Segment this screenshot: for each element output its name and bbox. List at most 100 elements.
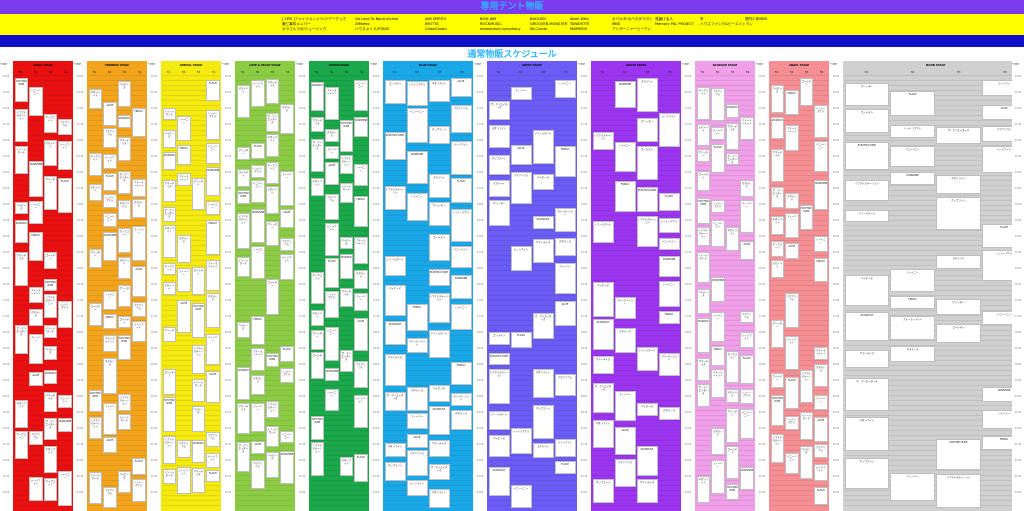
schedule-slot[interactable]: FRIDAY xyxy=(785,89,799,116)
schedule-slot[interactable]: レッドシグナル xyxy=(510,428,532,455)
schedule-slot[interactable]: ゴールデン xyxy=(799,78,813,107)
schedule-slot[interactable]: ムーンライト xyxy=(785,335,799,371)
schedule-slot[interactable]: ザ・クリエイターズ xyxy=(844,378,890,412)
schedule-slot[interactable]: シャイニー xyxy=(554,79,576,99)
schedule-slot[interactable]: ネオンライト xyxy=(532,368,554,398)
schedule-slot[interactable]: ミラクルステーション xyxy=(844,180,890,201)
schedule-slot[interactable]: ブルーモーメント xyxy=(206,260,220,292)
schedule-slot[interactable]: ALIVE xyxy=(740,241,754,261)
schedule-slot[interactable]: アクアリウム xyxy=(711,87,725,121)
schedule-slot[interactable]: ゴールデン xyxy=(428,234,450,261)
schedule-slot[interactable]: カタルシス xyxy=(206,293,220,328)
schedule-slot[interactable]: ドリームガール xyxy=(236,256,250,278)
schedule-slot[interactable]: ムーンライト xyxy=(406,479,428,497)
schedule-slot[interactable]: ゴールデン xyxy=(191,266,205,295)
schedule-slot[interactable]: ドリームガール xyxy=(88,471,102,505)
schedule-slot[interactable]: シャイニー xyxy=(206,200,220,215)
schedule-slot[interactable]: アクアリウム xyxy=(406,450,428,477)
schedule-slot[interactable]: ALIVE xyxy=(206,371,220,404)
schedule-slot[interactable]: FLASH xyxy=(206,469,220,483)
schedule-slot[interactable]: FRIDAY xyxy=(177,144,191,165)
schedule-slot[interactable]: ドリームガール xyxy=(117,414,131,431)
schedule-slot[interactable]: ベイビーズ xyxy=(384,284,406,316)
schedule-slot[interactable]: ムーンライト xyxy=(711,126,725,141)
schedule-slot[interactable]: FLASH xyxy=(206,79,220,101)
schedule-slot[interactable]: ELECTRIC RIDE xyxy=(117,335,131,361)
schedule-slot[interactable]: ハニーハニー xyxy=(890,146,935,168)
schedule-slot[interactable]: ドリームガール xyxy=(162,107,176,121)
schedule-slot[interactable]: グリッター xyxy=(770,320,784,349)
schedule-slot[interactable]: サマーデイズ xyxy=(43,391,57,413)
schedule-slot[interactable]: サマーデイズ xyxy=(696,358,710,382)
schedule-slot[interactable]: ベイビーズ xyxy=(592,281,614,317)
schedule-slot[interactable]: ブルーモーメント xyxy=(740,116,754,140)
schedule-slot[interactable]: グリッター xyxy=(310,329,324,350)
schedule-slot[interactable]: ベイビーズ xyxy=(532,174,554,191)
schedule-slot[interactable]: FLASH xyxy=(58,177,72,214)
schedule-slot[interactable]: STARDUST xyxy=(725,104,739,119)
schedule-slot[interactable]: シャイニー xyxy=(251,246,265,280)
schedule-slot[interactable]: カタルシス xyxy=(890,345,935,362)
schedule-slot[interactable]: ネオンライト xyxy=(265,134,279,157)
schedule-slot[interactable]: サマーデイズ xyxy=(725,123,739,151)
schedule-slot[interactable]: グリッター xyxy=(428,201,450,227)
schedule-slot[interactable]: ポップコーン xyxy=(532,405,554,440)
schedule-slot[interactable]: フィーバー xyxy=(29,334,43,364)
schedule-slot[interactable]: ネオンライト xyxy=(696,476,710,504)
schedule-slot[interactable]: ベイビーズ xyxy=(770,84,784,113)
schedule-slot[interactable]: サマーデイズ xyxy=(428,439,450,457)
schedule-slot[interactable]: ELECTRIC RIDE xyxy=(696,197,710,225)
schedule-slot[interactable]: アクアリウム xyxy=(103,127,117,149)
schedule-slot[interactable]: ブルーモーメント xyxy=(406,337,428,353)
schedule-slot[interactable]: スカイハイ xyxy=(696,124,710,146)
schedule-slot[interactable]: スカイハイ xyxy=(725,388,739,403)
schedule-slot[interactable]: ドリームガール xyxy=(636,346,658,372)
schedule-slot[interactable]: サマーデイズ xyxy=(191,467,205,493)
schedule-slot[interactable]: ミラクルステーション xyxy=(428,292,450,323)
schedule-slot[interactable]: ベイビーズ xyxy=(428,385,450,403)
schedule-slot[interactable]: FRIDAY xyxy=(103,313,117,330)
schedule-slot[interactable]: ミラクルステーション xyxy=(310,442,324,477)
schedule-slot[interactable]: ブルーモーメント xyxy=(450,392,472,406)
schedule-slot[interactable]: アクアリウム xyxy=(206,432,220,447)
schedule-slot[interactable]: ELECTRIC RIDE xyxy=(799,205,813,231)
schedule-slot[interactable]: ネオンライト xyxy=(844,417,890,451)
schedule-slot[interactable]: ゴールデン xyxy=(936,323,981,343)
schedule-slot[interactable]: ドリームガール xyxy=(592,220,614,243)
schedule-slot[interactable]: ミラクルステーション xyxy=(384,185,406,210)
schedule-slot[interactable]: アクアリウム xyxy=(280,238,294,252)
schedule-slot[interactable]: ブルーモーメント xyxy=(251,348,265,372)
schedule-slot[interactable]: ドリームガール xyxy=(844,209,890,222)
schedule-slot[interactable]: ムーンライト xyxy=(177,466,191,495)
schedule-slot[interactable]: ムーンライト xyxy=(29,477,43,501)
schedule-slot[interactable]: スカイハイ xyxy=(117,257,131,279)
schedule-slot[interactable]: ムーンライト xyxy=(132,321,146,343)
schedule-slot[interactable]: サマーデイズ xyxy=(339,288,353,307)
schedule-slot[interactable]: STARDUST xyxy=(696,318,710,354)
schedule-slot[interactable]: ミラクルステーション xyxy=(339,155,353,174)
schedule-slot[interactable]: スカイハイ xyxy=(428,173,450,199)
schedule-slot[interactable]: ゴールデン xyxy=(770,373,784,388)
schedule-slot[interactable]: STARDUST xyxy=(488,466,510,497)
schedule-slot[interactable]: ポップコーン xyxy=(384,461,406,481)
schedule-slot[interactable]: シャイニー xyxy=(29,201,43,224)
schedule-slot[interactable]: SUNSHINE xyxy=(103,232,117,261)
schedule-slot[interactable]: FLASH xyxy=(325,257,339,289)
schedule-slot[interactable]: ハニーハニー xyxy=(280,430,294,444)
schedule-slot[interactable]: シャイニー xyxy=(58,470,72,507)
schedule-slot[interactable]: サマーデイズ xyxy=(532,238,554,264)
schedule-slot[interactable]: ELECTRIC RIDE xyxy=(339,120,353,153)
schedule-slot[interactable]: ミラクルステーション xyxy=(191,344,205,375)
schedule-slot[interactable]: ハニーハニー xyxy=(206,142,220,165)
schedule-slot[interactable]: FRIDAY xyxy=(450,362,472,385)
schedule-slot[interactable]: ドリームガール xyxy=(43,324,57,339)
schedule-slot[interactable]: レッドシグナル xyxy=(58,301,72,329)
schedule-slot[interactable]: レッドシグナル xyxy=(325,291,339,319)
schedule-slot[interactable]: ハニーハニー xyxy=(785,453,799,475)
schedule-slot[interactable]: レッドシグナル xyxy=(450,208,472,243)
schedule-slot[interactable]: ベイビーズ xyxy=(488,435,510,457)
schedule-slot[interactable]: ハニーハニー xyxy=(325,326,339,361)
schedule-slot[interactable]: カタルシス xyxy=(280,104,294,135)
schedule-slot[interactable]: FRIDAY xyxy=(890,295,935,310)
schedule-slot[interactable]: レッドシグナル xyxy=(251,165,265,178)
